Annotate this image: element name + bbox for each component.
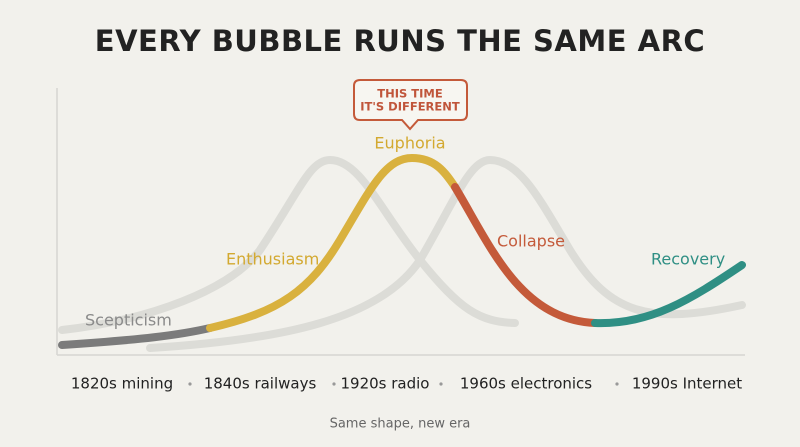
phase-label: Euphoria (374, 134, 445, 153)
phase-label: Scepticism (85, 311, 172, 330)
era-label: 1990s Internet (632, 375, 742, 393)
footer: Same shape, new era (330, 417, 471, 432)
era-label: 1840s railways (204, 375, 317, 393)
era-label: 1920s radio (341, 375, 430, 393)
ghost-curve (146, 155, 746, 352)
separator (188, 382, 192, 386)
separator (615, 382, 619, 386)
curve-euphoria (206, 153, 459, 332)
title: EVERY BUBBLE RUNS THE SAME ARC (95, 24, 705, 58)
callout-text: IT'S DIFFERENT (360, 100, 460, 114)
ghost-curve (58, 155, 519, 334)
phase-label: Enthusiasm (226, 250, 319, 269)
curve-scepticism (58, 324, 214, 349)
era-label: 1820s mining (71, 375, 173, 393)
callout-text: THIS TIME (377, 87, 443, 101)
era-label: 1960s electronics (460, 375, 592, 393)
phase-label: Collapse (497, 232, 565, 251)
callout-box (353, 79, 468, 131)
separator (332, 382, 336, 386)
curve-collapse (451, 183, 599, 327)
phase-label: Recovery (651, 250, 725, 269)
curve-recovery (591, 261, 746, 328)
separator (439, 382, 443, 386)
